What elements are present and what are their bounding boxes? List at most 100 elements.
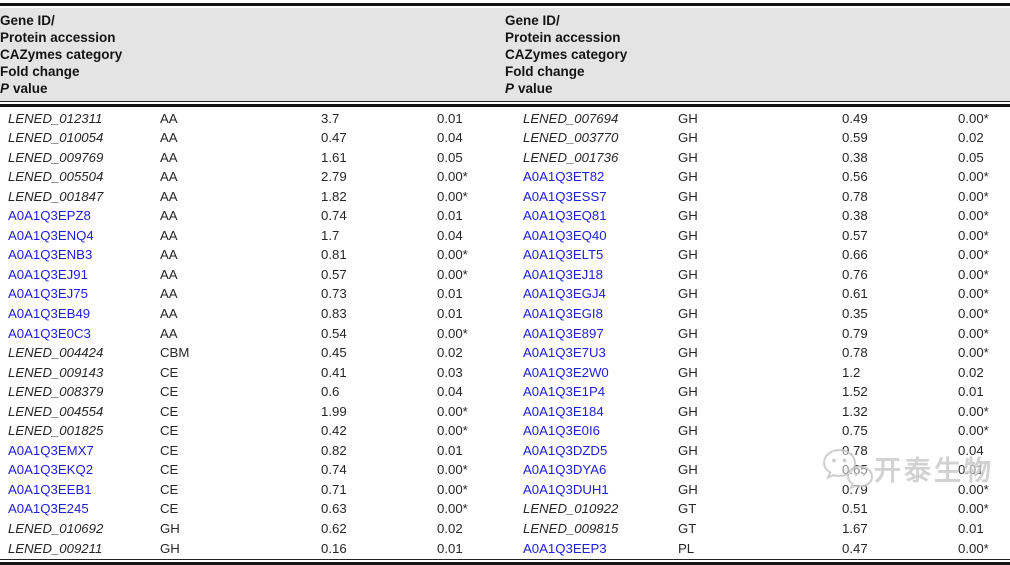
p-value-cell: 0.00*: [958, 345, 989, 361]
protein-accession-link[interactable]: A0A1Q3EQ81: [523, 208, 607, 224]
p-value-cell: 0.04: [437, 130, 463, 146]
protein-accession-link[interactable]: A0A1Q3ET82: [523, 169, 605, 185]
cazymes-category-cell: CE: [160, 384, 179, 400]
protein-accession-link[interactable]: A0A1Q3EKQ2: [8, 462, 94, 478]
table-row: A0A1Q3ELT5 GH 0.66 0.00*: [505, 245, 1010, 265]
cazymes-category-cell: GH: [678, 462, 698, 478]
protein-accession-link[interactable]: A0A1Q3DYA6: [523, 462, 607, 478]
fold-change-cell: 0.75: [842, 423, 868, 439]
table-row: A0A1Q3DZD5 GH 0.78 0.04: [505, 441, 1010, 461]
fold-change-cell: 0.83: [321, 305, 347, 321]
cazymes-category-cell: CBM: [160, 345, 190, 361]
fold-change-cell: 1.32: [842, 403, 868, 419]
cazymes-category-cell: AA: [160, 149, 178, 165]
table-row: A0A1Q3E2W0 GH 1.2 0.02: [505, 363, 1010, 383]
protein-accession-link[interactable]: A0A1Q3EGI8: [523, 305, 603, 321]
table-header-band: Gene ID/ Protein accession CAZymes categ…: [0, 8, 1010, 102]
table-row: A0A1Q3E245 CE 0.63 0.00*: [0, 499, 505, 519]
p-value-cell: 0.00*: [437, 247, 468, 263]
protein-accession-link[interactable]: A0A1Q3ENQ4: [8, 227, 94, 243]
protein-accession-link[interactable]: A0A1Q3ELT5: [523, 247, 604, 263]
protein-accession-link[interactable]: A0A1Q3E245: [8, 501, 89, 517]
fold-change-cell: 1.7: [321, 227, 340, 243]
cazymes-category-cell: GH: [678, 247, 698, 263]
protein-accession-link[interactable]: A0A1Q3EEP3: [523, 540, 607, 556]
protein-accession-link[interactable]: A0A1Q3E2W0: [523, 364, 609, 380]
table-row: LENED_009211 GH 0.16 0.01: [0, 539, 505, 559]
table-row: LENED_009815 GT 1.67 0.01: [505, 519, 1010, 539]
p-value-cell: 0.00*: [958, 501, 989, 517]
protein-accession-link[interactable]: A0A1Q3EJ75: [8, 286, 88, 302]
fold-change-cell: 0.6: [321, 384, 340, 400]
fold-change-cell: 0.73: [321, 286, 347, 302]
cazymes-category-cell: GH: [678, 305, 698, 321]
p-value-cell: 0.04: [437, 227, 463, 243]
fold-change-cell: 1.67: [842, 520, 868, 536]
table-header-left: Gene ID/ Protein accession CAZymes categ…: [0, 8, 505, 101]
table-row: A0A1Q3E7U3 GH 0.78 0.00*: [505, 343, 1010, 363]
protein-accession-link[interactable]: A0A1Q3E897: [523, 325, 604, 341]
cazymes-category-cell: GH: [678, 110, 698, 126]
p-value-cell: 0.03: [437, 364, 463, 380]
protein-accession-link[interactable]: A0A1Q3EEB1: [8, 481, 92, 497]
fold-change-cell: 1.61: [321, 149, 347, 165]
protein-accession-link[interactable]: A0A1Q3EB49: [8, 305, 91, 321]
protein-accession-link[interactable]: A0A1Q3EMX7: [8, 442, 94, 458]
protein-accession-link[interactable]: A0A1Q3EQ40: [523, 227, 607, 243]
gene-id: LENED_010054: [8, 130, 104, 146]
p-value-cell: 0.00*: [958, 227, 989, 243]
table-row: A0A1Q3EKQ2 CE 0.74 0.00*: [0, 460, 505, 480]
protein-accession-link[interactable]: A0A1Q3E184: [523, 403, 604, 419]
p-value-cell: 0.04: [437, 384, 463, 400]
protein-accession-link[interactable]: A0A1Q3E0C3: [8, 325, 91, 341]
p-value-cell: 0.01: [437, 540, 463, 556]
protein-accession-link[interactable]: A0A1Q3EGJ4: [523, 286, 606, 302]
cazymes-category-cell: GH: [678, 345, 698, 361]
gene-id: LENED_009769: [8, 149, 104, 165]
table-row: LENED_010692 GH 0.62 0.02: [0, 519, 505, 539]
cazymes-category-cell: GH: [678, 364, 698, 380]
gene-id: LENED_009815: [523, 520, 619, 536]
protein-accession-link[interactable]: A0A1Q3ENB3: [8, 247, 93, 263]
fold-change-cell: 0.35: [842, 305, 868, 321]
protein-accession-link[interactable]: A0A1Q3E7U3: [523, 345, 606, 361]
fold-change-cell: 0.74: [321, 208, 347, 224]
fold-change-cell: 0.54: [321, 325, 347, 341]
protein-accession-link[interactable]: A0A1Q3DZD5: [523, 442, 608, 458]
table-row: A0A1Q3E0I6 GH 0.75 0.00*: [505, 421, 1010, 441]
table-body-left: LENED_012311 AA 3.7 0.01 LENED_010054 AA 0.47 0…: [0, 109, 505, 559]
p-value-cell: 0.00*: [437, 481, 468, 497]
fold-change-cell: 3.7: [321, 110, 340, 126]
p-value-cell: 0.05: [958, 149, 984, 165]
cazymes-category-cell: CE: [160, 403, 179, 419]
protein-accession-link[interactable]: A0A1Q3E1P4: [523, 384, 606, 400]
col-header-gene-id-line2: Protein accession: [505, 30, 621, 45]
cazymes-category-cell: GH: [678, 286, 698, 302]
cazymes-category-cell: GH: [678, 384, 698, 400]
p-value-cell: 0.02: [437, 345, 463, 361]
table-row: A0A1Q3EMX7 CE 0.82 0.01: [0, 441, 505, 461]
gene-id: LENED_001825: [8, 423, 104, 439]
fold-change-cell: 0.79: [842, 325, 868, 341]
protein-accession-link[interactable]: A0A1Q3E0I6: [523, 423, 600, 439]
cazymes-category-cell: GH: [678, 325, 698, 341]
protein-accession-link[interactable]: A0A1Q3ESS7: [523, 188, 607, 204]
p-value-cell: 0.05: [437, 149, 463, 165]
protein-accession-link[interactable]: A0A1Q3EPZ8: [8, 208, 91, 224]
protein-accession-link[interactable]: A0A1Q3DUH1: [523, 481, 609, 497]
fold-change-cell: 0.82: [321, 442, 347, 458]
table-row: A0A1Q3ET82 GH 0.56 0.00*: [505, 167, 1010, 187]
cazymes-category-cell: GH: [160, 540, 180, 556]
protein-accession-link[interactable]: A0A1Q3EJ18: [523, 266, 603, 282]
cazymes-category-cell: CE: [160, 481, 179, 497]
protein-accession-link[interactable]: A0A1Q3EJ91: [8, 266, 88, 282]
cazymes-category-cell: PL: [678, 540, 695, 556]
fold-change-cell: 0.62: [321, 520, 347, 536]
cazymes-category-cell: AA: [160, 188, 178, 204]
cazymes-category-cell: GT: [678, 501, 697, 517]
cazymes-category-cell: AA: [160, 208, 178, 224]
gene-id: LENED_010922: [523, 501, 619, 517]
cazymes-category-cell: AA: [160, 110, 178, 126]
